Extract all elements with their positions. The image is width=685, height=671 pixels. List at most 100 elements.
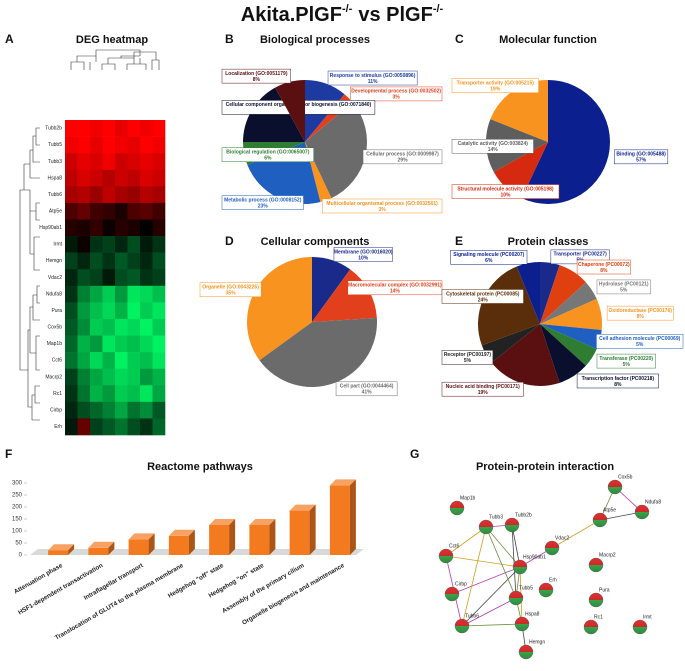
heat-cell <box>90 318 103 336</box>
pie-slice <box>540 282 597 324</box>
slice-category: Hydrolase (PC00121) <box>599 282 649 288</box>
row-label: Hspa8 <box>48 175 63 181</box>
slice-category: Cytoskeletal protein (PC00085) <box>446 291 520 297</box>
node-label: Hsp90ab1 <box>523 554 546 560</box>
heat-cell <box>77 368 91 386</box>
heat-cell <box>115 169 128 187</box>
heat-cell <box>90 285 103 303</box>
heat-cell <box>65 120 78 137</box>
label-box <box>596 333 684 349</box>
panel-title: DEG heatmap <box>76 34 148 46</box>
slice-label: Oxidoreductase (PC00176)8% <box>606 305 674 321</box>
heat-cell <box>152 120 166 137</box>
floor <box>30 549 364 555</box>
edge <box>461 597 517 627</box>
slice-category: Membrane (GO:0016020) <box>334 249 393 255</box>
label-box <box>221 195 304 210</box>
heat-cell <box>115 219 128 237</box>
slice-value: 8% <box>637 314 645 320</box>
pie-slice <box>305 102 367 199</box>
bar-side <box>269 519 276 555</box>
node <box>634 504 650 520</box>
edge <box>445 555 521 568</box>
bar <box>289 510 310 555</box>
slice-category: Oxidoreductase (PC00176) <box>609 308 673 314</box>
heat-cell <box>65 252 78 270</box>
y-tick-label: 300 <box>12 481 23 487</box>
heat-cell <box>127 202 141 220</box>
heat-cell <box>102 401 116 419</box>
heat-cell <box>90 186 103 204</box>
slice-label: Chaperone (PC00072)8% <box>576 259 631 275</box>
node <box>518 644 534 660</box>
heat-cell <box>102 352 116 369</box>
pie-slice <box>540 265 586 324</box>
heat-cell <box>140 169 153 187</box>
heat-cell <box>77 302 91 320</box>
row-label: Tubb5 <box>48 142 62 148</box>
panel-title: Protein-protein interaction <box>476 461 614 473</box>
heat-cell <box>77 269 91 287</box>
row-label: Macrp2 <box>45 374 62 380</box>
node-label: Cox5b <box>618 474 633 480</box>
heat-cell <box>152 401 166 419</box>
heat-cell <box>140 302 153 320</box>
row-label: Cirbp <box>50 407 62 413</box>
row-dendrogram <box>19 127 40 421</box>
heat-cell <box>140 335 153 353</box>
heat-cell <box>152 269 166 287</box>
slice-label: Response to stimulus (GO:0050896)11% <box>327 70 418 86</box>
slice-category: Response to stimulus (GO:0050896) <box>330 73 416 79</box>
slice-value: 5% <box>623 362 631 368</box>
panel-title: Cellular components <box>261 236 370 248</box>
node-label: Irmt <box>643 614 652 620</box>
heat-cell <box>152 236 166 253</box>
node-label: Erh <box>549 577 557 583</box>
edge <box>461 623 523 627</box>
heat-cell <box>140 202 153 220</box>
heat-cell <box>127 236 141 253</box>
slice-label: Binding (GO:005488)57% <box>614 149 669 165</box>
slice-category: Cellular process (GO:0009987) <box>366 152 439 158</box>
slice-label: Cytoskeletal protein (PC00085)24% <box>441 289 524 304</box>
pie-slice <box>521 80 610 204</box>
node-label: Tubb3 <box>489 514 503 520</box>
label-box <box>606 305 674 321</box>
heat-cell <box>65 318 78 336</box>
heat-cell <box>152 368 166 386</box>
heat-cell <box>102 219 116 237</box>
node <box>512 559 528 575</box>
heat-cell <box>152 169 166 187</box>
node-label: Rc1 <box>594 614 603 620</box>
heat-cell <box>127 335 141 353</box>
panel-letter: B <box>225 32 234 46</box>
heat-cell <box>115 252 128 270</box>
panel-letter: A <box>5 32 14 46</box>
row-label: Tubb6 <box>48 192 62 198</box>
heat-cell <box>102 236 116 253</box>
heat-cell <box>140 252 153 270</box>
node-label: Macrp2 <box>599 552 616 558</box>
heat-cell <box>77 236 91 253</box>
slice-value: 3% <box>379 207 387 213</box>
heat-cell <box>115 136 128 154</box>
heat-cell <box>77 318 91 336</box>
heat-cell <box>140 352 153 369</box>
bar <box>128 539 149 555</box>
bar <box>249 525 270 555</box>
heat-cell <box>115 186 128 204</box>
label-box <box>451 184 560 199</box>
label-box <box>441 381 524 397</box>
y-tick-label: 200 <box>12 505 23 511</box>
slice-label: Structural molecule activity (GO:005198)… <box>451 184 560 199</box>
slice-category: Macromolecular complex (GO:0032991) <box>348 283 442 289</box>
heat-cell <box>127 269 141 287</box>
heat-cell <box>140 368 153 386</box>
bar-side <box>68 544 75 555</box>
slice-label: Macromolecular complex (GO:0032991)14% <box>347 280 443 296</box>
y-tick-label: 150 <box>12 517 23 523</box>
panel-letter: F <box>5 447 12 461</box>
heat-cell <box>115 269 128 287</box>
label-box <box>327 70 418 86</box>
label-box <box>441 350 494 365</box>
